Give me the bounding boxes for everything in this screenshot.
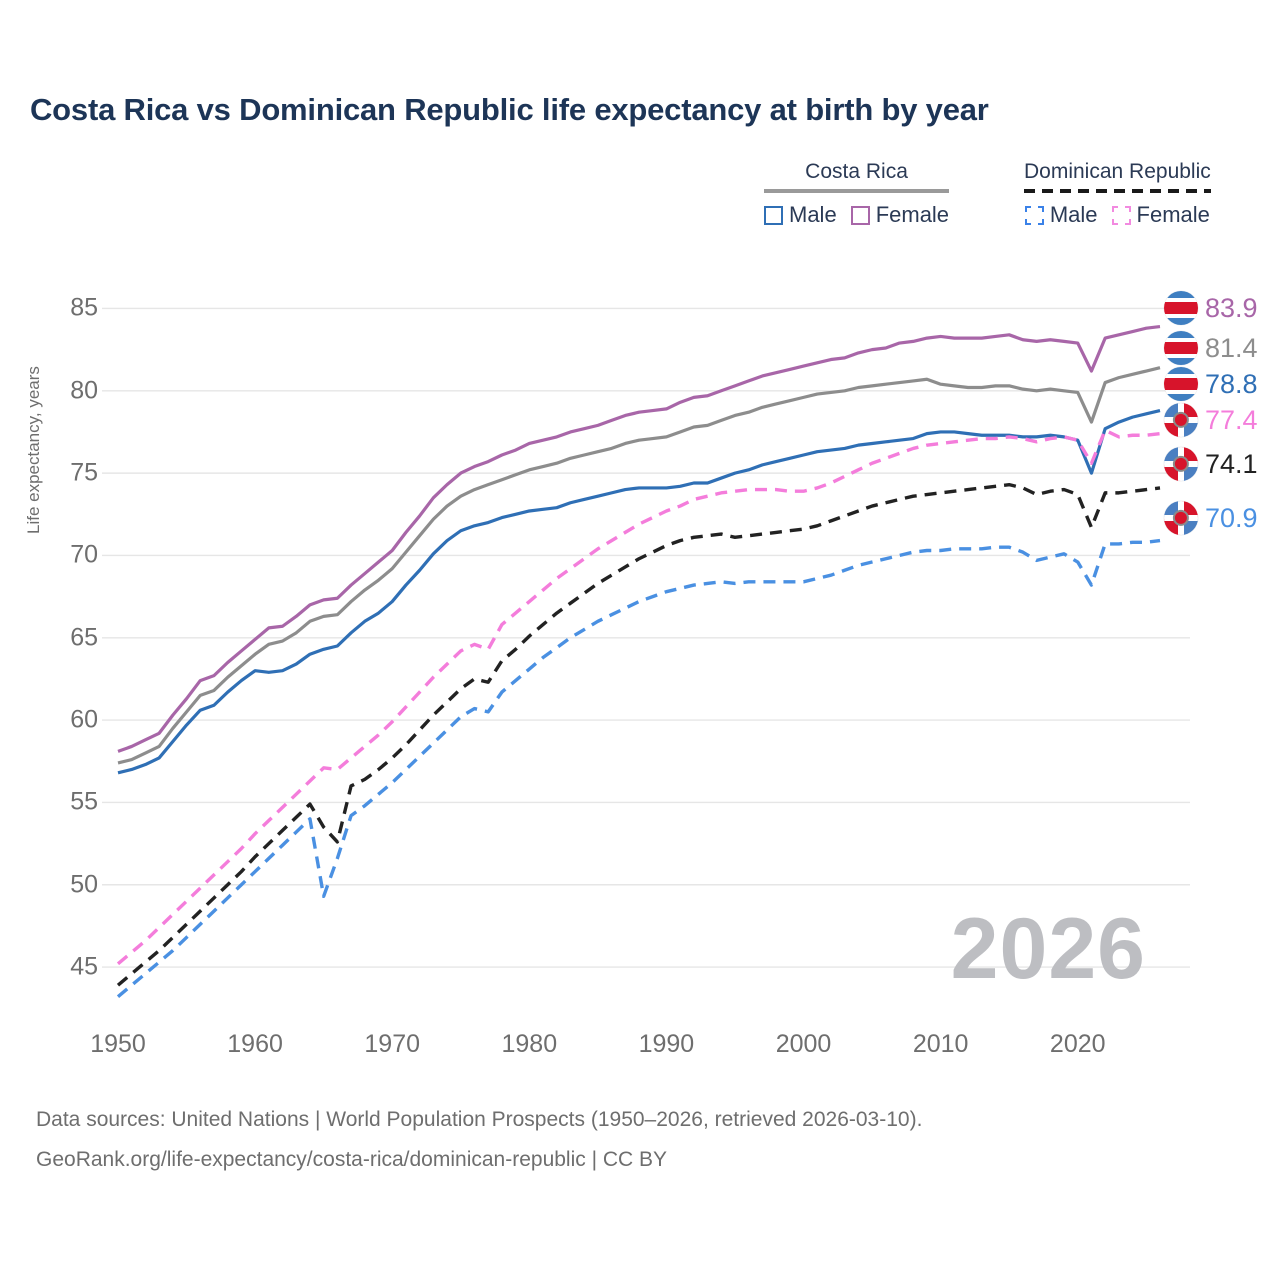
y-axis-tick-label: 50	[70, 870, 98, 899]
costa-rica-flag-icon	[1164, 331, 1198, 365]
legend-group-title: Costa Rica	[805, 160, 908, 183]
footer-attribution[interactable]: GeoRank.org/life-expectancy/costa-rica/d…	[36, 1148, 668, 1171]
costa-rica-flag-icon	[1164, 291, 1198, 325]
legend-item-dr-male[interactable]: Male	[1024, 202, 1098, 228]
legend-swatch-icon	[1024, 205, 1044, 225]
dominican-republic-flag-icon	[1164, 447, 1198, 481]
series-line	[116, 428, 1161, 966]
legend-item-label: Female	[875, 202, 950, 227]
series-end-label: 70.9	[1164, 500, 1258, 536]
y-axis-tick-label: 70	[70, 540, 98, 569]
legend-item-cr-female[interactable]: Female	[850, 202, 950, 228]
series-end-value: 70.9	[1205, 502, 1258, 533]
y-axis-tick-label: 85	[70, 293, 98, 322]
legend-group-title: Dominican Republic	[1024, 160, 1211, 183]
legend-rule-solid	[764, 189, 950, 193]
series-line	[117, 408, 1161, 775]
legend-group-dominican-republic: Dominican Republic Male Female	[1024, 160, 1211, 228]
series-end-label: 83.9	[1164, 290, 1258, 326]
x-axis-tick-label: 1970	[364, 1030, 421, 1058]
x-axis-tick-label: 1960	[227, 1030, 283, 1058]
legend-group-costa-rica: Costa Rica Male Female	[764, 160, 950, 228]
legend-item-label: Male	[1049, 202, 1098, 227]
legend-item-dr-female[interactable]: Female	[1111, 202, 1210, 228]
x-axis-tick-label: 1990	[638, 1030, 695, 1058]
series-end-value: 81.4	[1205, 332, 1258, 363]
page-title: Costa Rica vs Dominican Republic life ex…	[30, 92, 989, 127]
series-end-value: 78.8	[1205, 368, 1258, 399]
series-end-label: 81.4	[1164, 330, 1258, 366]
series-end-label: 74.1	[1164, 446, 1258, 482]
legend-item-cr-male[interactable]: Male	[764, 202, 837, 228]
series-end-label: 77.4	[1164, 402, 1258, 438]
chart-legend: Costa Rica Male Female Dominican Republi…	[756, 160, 1256, 240]
dominican-republic-flag-icon	[1164, 501, 1198, 535]
x-axis-tick-label: 2010	[912, 1030, 969, 1058]
series-end-value: 74.1	[1205, 448, 1258, 479]
x-axis-tick-label: 2020	[1049, 1030, 1106, 1058]
y-axis-tick-label: 45	[70, 952, 98, 981]
y-axis-tick-label: 75	[70, 458, 98, 487]
series-line	[116, 482, 1161, 987]
legend-swatch-icon	[1111, 205, 1131, 225]
y-axis-tick-label: 60	[70, 705, 98, 734]
dominican-republic-flag-icon	[1164, 403, 1198, 437]
y-axis-tick-label: 80	[70, 376, 98, 405]
year-watermark: 2026	[950, 901, 1146, 997]
y-axis-tick-label: 65	[70, 623, 98, 652]
legend-item-label: Male	[789, 202, 837, 227]
y-axis-tick-label: 55	[70, 787, 98, 816]
x-axis-tick-label: 2000	[775, 1030, 832, 1058]
footer-data-sources: Data sources: United Nations | World Pop…	[36, 1108, 923, 1131]
series-line	[117, 366, 1161, 765]
series-line	[116, 538, 1161, 999]
costa-rica-flag-icon	[1164, 367, 1198, 401]
legend-rule-dashed	[1024, 189, 1211, 193]
series-end-label: 78.8	[1164, 366, 1258, 402]
series-line	[117, 324, 1161, 753]
series-end-value: 83.9	[1205, 292, 1258, 323]
x-axis-tick-label: 1950	[90, 1030, 146, 1058]
x-axis-tick-label: 1980	[501, 1030, 558, 1058]
legend-swatch-icon	[764, 205, 783, 225]
series-end-value: 77.4	[1205, 404, 1258, 435]
legend-swatch-icon	[850, 205, 870, 225]
legend-item-label: Female	[1136, 202, 1210, 227]
